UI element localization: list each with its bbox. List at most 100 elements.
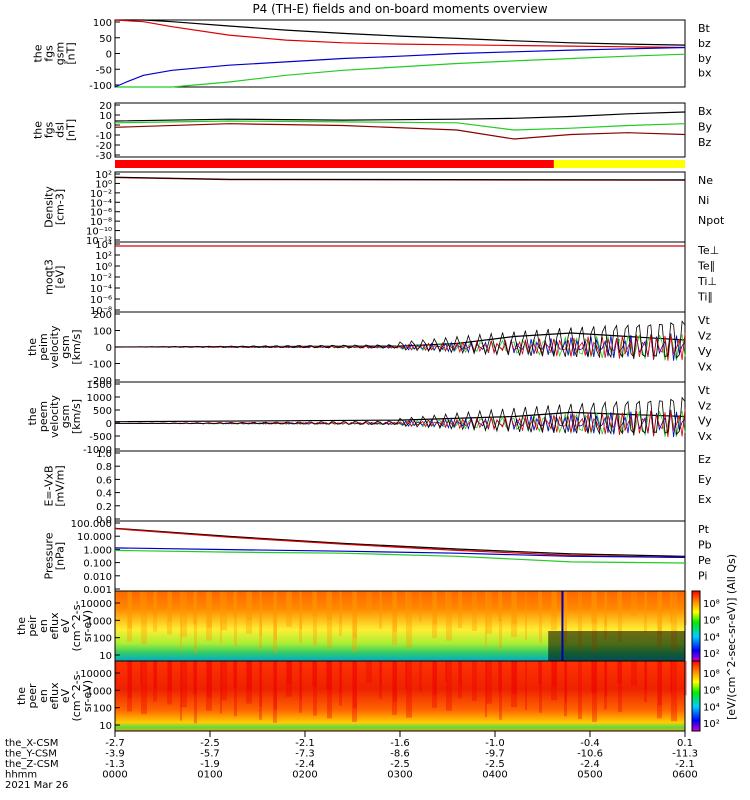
y-axis-label-line: sr-eV) (81, 610, 94, 642)
spectrogram-streak (658, 661, 662, 706)
panel-pressure: 100.000 10.000 1.000 0.100 0.010 0.001 Pt Pb Pe P… (43, 519, 712, 596)
y-axis-label-line: the (26, 407, 39, 425)
spectrogram-streak (339, 661, 342, 706)
y-axis-label: moqt3[eV] (43, 259, 67, 295)
ephemeris-value: -9.7 (485, 749, 505, 760)
spectrogram-streak (552, 591, 557, 617)
y-axis-label-line: gsm (59, 405, 72, 428)
y-axis-label-line: fgs (43, 45, 56, 62)
y-tick-label: 500 (93, 406, 112, 417)
legend-Ni: Ni (698, 194, 709, 207)
colorbar-tick-label: 10⁸ (703, 599, 720, 610)
y-axis-label-line: peer (26, 683, 39, 709)
spectrogram-streak (286, 661, 292, 697)
spectrogram-streak (312, 661, 317, 687)
spectrogram-streak (446, 591, 452, 641)
spectrogram-dense-region (548, 631, 685, 661)
panel-peir_eflux: 10000 1000 100 10 10⁸ 10⁶ 10⁴ 10² thepeireneflux… (15, 590, 720, 662)
spectrogram-streak (432, 591, 437, 638)
spectrogram-streak (485, 591, 487, 647)
spectrogram-streak (352, 661, 357, 722)
y-tick-label: 1000 (87, 393, 112, 404)
series-Pt (114, 527, 686, 557)
panel-frame (114, 102, 686, 158)
y-tick-label: -500 (89, 432, 112, 443)
spectrogram-streak (167, 591, 172, 635)
spectrogram-streak (551, 591, 557, 631)
spectrogram-streak (234, 591, 237, 647)
ephemeris-table: the_X-CSM -2.7 -2.5 -2.1 -1.6 -1.0 -0.4 0.1 the_… (5, 731, 698, 791)
spectrogram-streak (419, 661, 422, 692)
ephemeris-value: -2.5 (390, 759, 410, 770)
spectrogram-streak (167, 661, 172, 705)
spectrogram-streak (340, 591, 342, 623)
spectrogram-streak (605, 661, 607, 696)
y-axis-label-line: sr-eV) (81, 680, 94, 712)
spectrogram-streak (604, 661, 607, 710)
ephemeris-value: -2.5 (485, 759, 505, 770)
y-axis-label-line: (cm^2-s- (70, 601, 83, 652)
ephemeris-value: -2.4 (580, 759, 600, 770)
spectrogram-streak (565, 661, 567, 703)
spectrogram-streak (299, 591, 302, 643)
ephemeris-value: -2.1 (295, 738, 315, 749)
spectrogram-streak (153, 661, 157, 702)
y-axis-label-line: eflux (48, 612, 61, 640)
y-tick-label: -200 (89, 376, 112, 387)
series-bx (114, 46, 686, 88)
spectrogram-streak (564, 591, 567, 647)
spectrogram-streak (154, 591, 157, 619)
spectrogram-streak (127, 661, 132, 712)
y-tick-label: 10⁻⁸ (90, 217, 112, 228)
spectrogram-streak (206, 591, 212, 641)
spectrogram-streak (181, 661, 187, 708)
y-tick-label: 10 (99, 111, 112, 122)
spectrogram-streak (564, 661, 567, 717)
y-axis-label: Pressure[nPa] (43, 532, 67, 579)
y-axis-label-line: [mV/m] (54, 465, 67, 506)
spectrogram-streak (591, 591, 597, 624)
y-tick-label: 10² (95, 251, 112, 262)
spectrogram-streak (287, 661, 292, 684)
spectrogram-streak (657, 591, 662, 649)
velocity-trace (115, 320, 686, 359)
spectrogram-streak (591, 661, 597, 694)
y-tick-label: 10² (95, 170, 112, 181)
spectrogram-streak (168, 591, 172, 622)
legend-Vz: Vz (698, 330, 712, 343)
spectrogram-streak (339, 591, 342, 636)
legend-Pt: Pt (698, 523, 710, 536)
y-tick-label: 50 (99, 34, 112, 45)
spectrogram-streak (115, 591, 117, 612)
panel-frame (114, 450, 686, 522)
y-tick-label: -20 (96, 141, 112, 152)
y-axis-label-line: Pressure (43, 532, 56, 579)
spectrogram-streak (406, 661, 412, 718)
y-axis-label-line: the (15, 617, 28, 635)
spectrogram-streak (233, 661, 237, 688)
legend-Ne: Ne (698, 174, 713, 187)
ephemeris-value: -1.3 (105, 759, 125, 770)
y-tick-label: 1000 (87, 686, 112, 697)
series-Bt (115, 19, 686, 46)
spectrogram-streak (128, 661, 132, 699)
ephemeris-value: -2.7 (105, 738, 125, 749)
spectrogram-streak (273, 661, 277, 723)
spectrogram-streak (181, 591, 187, 638)
y-tick-label: 0 (106, 50, 112, 61)
y-axis-label-line: en (37, 689, 50, 703)
spectrogram-streak (592, 661, 597, 722)
spectrogram-streak (220, 591, 222, 644)
y-axis-label-line: peem (37, 401, 50, 432)
y-axis-label-line: velocity (48, 325, 61, 368)
y-tick-label: 10⁻⁶ (90, 295, 112, 306)
y-tick-label: 10⁻¹⁰ (86, 227, 112, 238)
spectrogram-streak (194, 661, 197, 724)
ephemeris-value: -0.4 (580, 738, 600, 749)
y-axis-label-line: velocity (48, 395, 61, 438)
y-tick-label: 0.8 (96, 462, 112, 473)
series-bz (114, 19, 686, 49)
